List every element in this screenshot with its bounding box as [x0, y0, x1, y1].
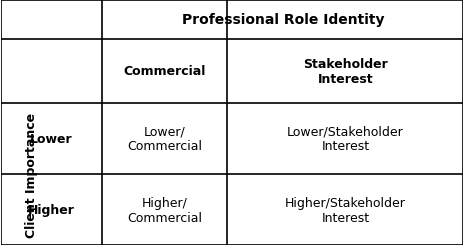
Text: Stakeholder
Interest: Stakeholder Interest [302, 58, 387, 86]
Text: Lower/Stakeholder
Interest: Lower/Stakeholder Interest [286, 125, 403, 153]
Text: Lower/
Commercial: Lower/ Commercial [127, 125, 202, 153]
Text: Higher/
Commercial: Higher/ Commercial [127, 196, 202, 224]
Text: Higher: Higher [28, 203, 75, 216]
Text: Professional Role Identity: Professional Role Identity [181, 13, 383, 27]
Text: Client Importance: Client Importance [25, 112, 38, 237]
Text: Commercial: Commercial [124, 65, 206, 78]
Text: Lower: Lower [30, 132, 73, 145]
Text: Higher/Stakeholder
Interest: Higher/Stakeholder Interest [284, 196, 405, 224]
